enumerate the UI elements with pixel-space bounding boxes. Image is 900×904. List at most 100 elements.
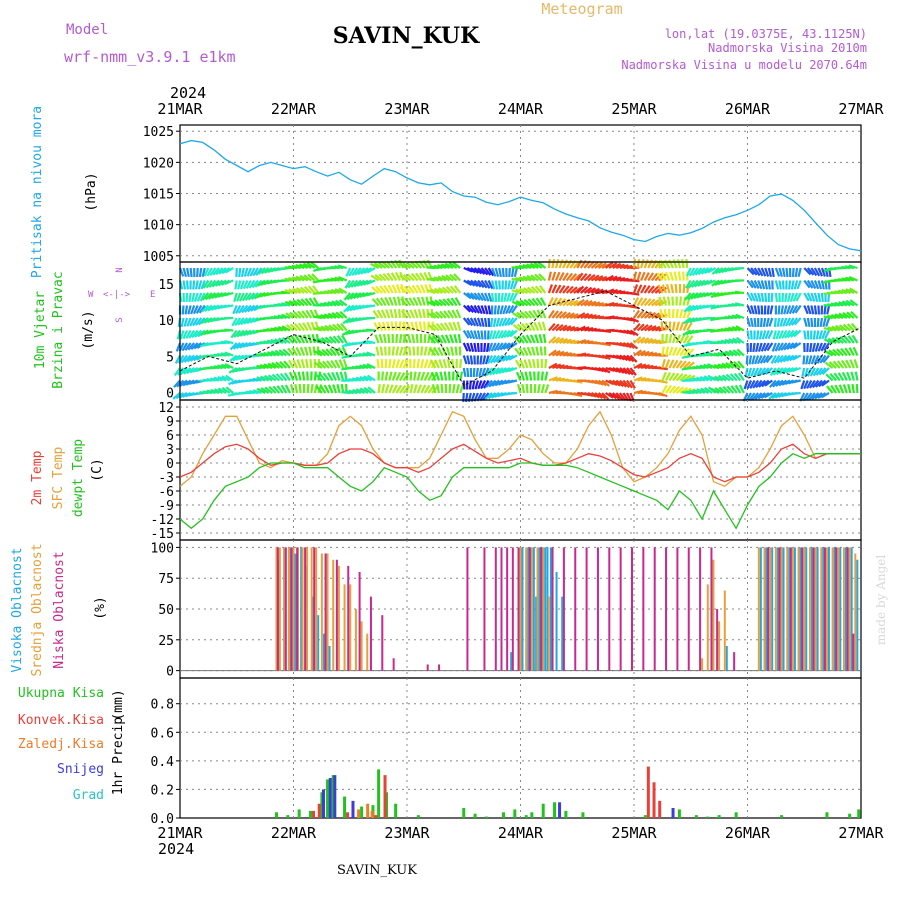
legend-snow: Snijeg bbox=[57, 762, 104, 777]
wind-barb bbox=[509, 268, 510, 277]
y-tick-label: 0.6 bbox=[151, 726, 174, 741]
wind-barb bbox=[500, 306, 502, 315]
wind-barb bbox=[489, 318, 490, 327]
wind-barb bbox=[665, 309, 666, 318]
wind-barb bbox=[436, 372, 439, 381]
wind-barb bbox=[670, 272, 673, 281]
wind-barb bbox=[414, 372, 416, 381]
dewpt-ylabel: dewpt Temp bbox=[71, 439, 86, 517]
total-precip-bar bbox=[275, 812, 278, 818]
y-tick-label: 0 bbox=[166, 457, 174, 472]
wind-barb bbox=[756, 343, 758, 352]
snow-bar bbox=[329, 778, 332, 818]
wind-barb bbox=[366, 330, 375, 331]
wind-barb bbox=[815, 306, 816, 315]
time-tick-label: 23MAR bbox=[384, 824, 430, 842]
mid-cloud-ylabel: Srednja Oblacnost bbox=[30, 543, 45, 676]
wind-barb bbox=[776, 281, 778, 290]
year-bottom: 2024 bbox=[158, 840, 194, 858]
wind-barb bbox=[735, 268, 744, 269]
wind-barb bbox=[467, 356, 469, 365]
compass-n: N bbox=[115, 267, 125, 272]
model-elevation-label: Nadmorska Visina u modelu 2070.64m bbox=[621, 58, 867, 72]
wind-barb bbox=[669, 334, 671, 343]
time-tick-label: 27MAR bbox=[838, 100, 884, 118]
y-tick-label: 15 bbox=[158, 278, 174, 293]
wind-barb bbox=[844, 384, 847, 393]
wind-barb bbox=[758, 306, 759, 315]
wind-barb bbox=[189, 293, 190, 302]
wind-barb bbox=[813, 343, 815, 352]
low-cloud-ylabel: Niska Oblacnost bbox=[52, 551, 67, 668]
wind-barb bbox=[793, 268, 794, 277]
wind-barb bbox=[768, 306, 769, 315]
wind-barb bbox=[421, 359, 423, 368]
wind-barb bbox=[386, 384, 389, 393]
total-precip-bar bbox=[462, 808, 465, 818]
wind-barb bbox=[413, 347, 414, 356]
wind-barb bbox=[191, 268, 192, 277]
frz-precip-bar bbox=[366, 804, 369, 818]
wind-barb bbox=[336, 372, 339, 380]
y-tick-label: 0.4 bbox=[151, 755, 175, 770]
wind-barb bbox=[196, 281, 198, 290]
wind-barb bbox=[814, 331, 815, 340]
wind-barb bbox=[526, 372, 528, 381]
wind-barb bbox=[420, 322, 421, 331]
wind-barb bbox=[785, 293, 786, 302]
y-tick-label: -12 bbox=[151, 513, 174, 528]
wind-barb bbox=[823, 318, 825, 327]
time-tick-label: 21MAR bbox=[157, 100, 203, 118]
wind-barb bbox=[382, 384, 384, 393]
wind-barb bbox=[549, 272, 551, 281]
wind-barb bbox=[767, 318, 769, 327]
wind-barb bbox=[664, 297, 666, 306]
wind-barb bbox=[186, 306, 188, 315]
time-tick-label: 26MAR bbox=[725, 824, 771, 842]
total-precip-bar bbox=[286, 815, 289, 818]
wind-barb bbox=[188, 306, 190, 315]
wind-barb bbox=[419, 309, 421, 318]
wind-barb bbox=[389, 385, 392, 393]
total-precip-bar bbox=[848, 814, 851, 818]
wind-barb bbox=[376, 347, 378, 356]
wind-barb bbox=[421, 347, 422, 356]
wind-barb bbox=[556, 259, 558, 268]
y-tick-label: -15 bbox=[151, 527, 174, 542]
total-precip-bar bbox=[485, 817, 488, 818]
wind-barb bbox=[381, 347, 382, 356]
snow-bar bbox=[558, 802, 561, 818]
conv-precip-bar bbox=[384, 775, 387, 818]
wind-barb bbox=[851, 372, 853, 381]
y-tick-label: 0.2 bbox=[151, 783, 174, 798]
y-tick-label: 1010 bbox=[143, 219, 174, 234]
wind-barb bbox=[508, 281, 510, 290]
wind-barb bbox=[397, 284, 400, 293]
wind-barb bbox=[680, 309, 682, 318]
wind-barb bbox=[680, 322, 683, 330]
y-tick-label: -3 bbox=[158, 471, 174, 486]
precip-ylabel: 1hr Precip bbox=[111, 717, 126, 795]
wind-barb bbox=[797, 281, 800, 289]
wind-barb bbox=[535, 384, 536, 393]
wind-barb bbox=[802, 368, 804, 377]
time-tick-label: 23MAR bbox=[384, 100, 430, 118]
wind-barb bbox=[396, 359, 399, 368]
wind-barb bbox=[677, 309, 678, 318]
wind-barb bbox=[182, 318, 184, 327]
wind-barb bbox=[310, 359, 311, 368]
wind-barb bbox=[529, 359, 531, 368]
snow-bar bbox=[351, 801, 354, 818]
wind-barb bbox=[183, 306, 184, 315]
temp-unit: (C) bbox=[90, 458, 105, 481]
wind-barb bbox=[192, 293, 194, 302]
wind-barb bbox=[671, 284, 673, 293]
snow-bar bbox=[322, 789, 325, 818]
wind-barb bbox=[514, 281, 517, 289]
wind-barb bbox=[532, 347, 535, 356]
wind-barb bbox=[811, 318, 812, 327]
wind-barb bbox=[666, 360, 669, 368]
